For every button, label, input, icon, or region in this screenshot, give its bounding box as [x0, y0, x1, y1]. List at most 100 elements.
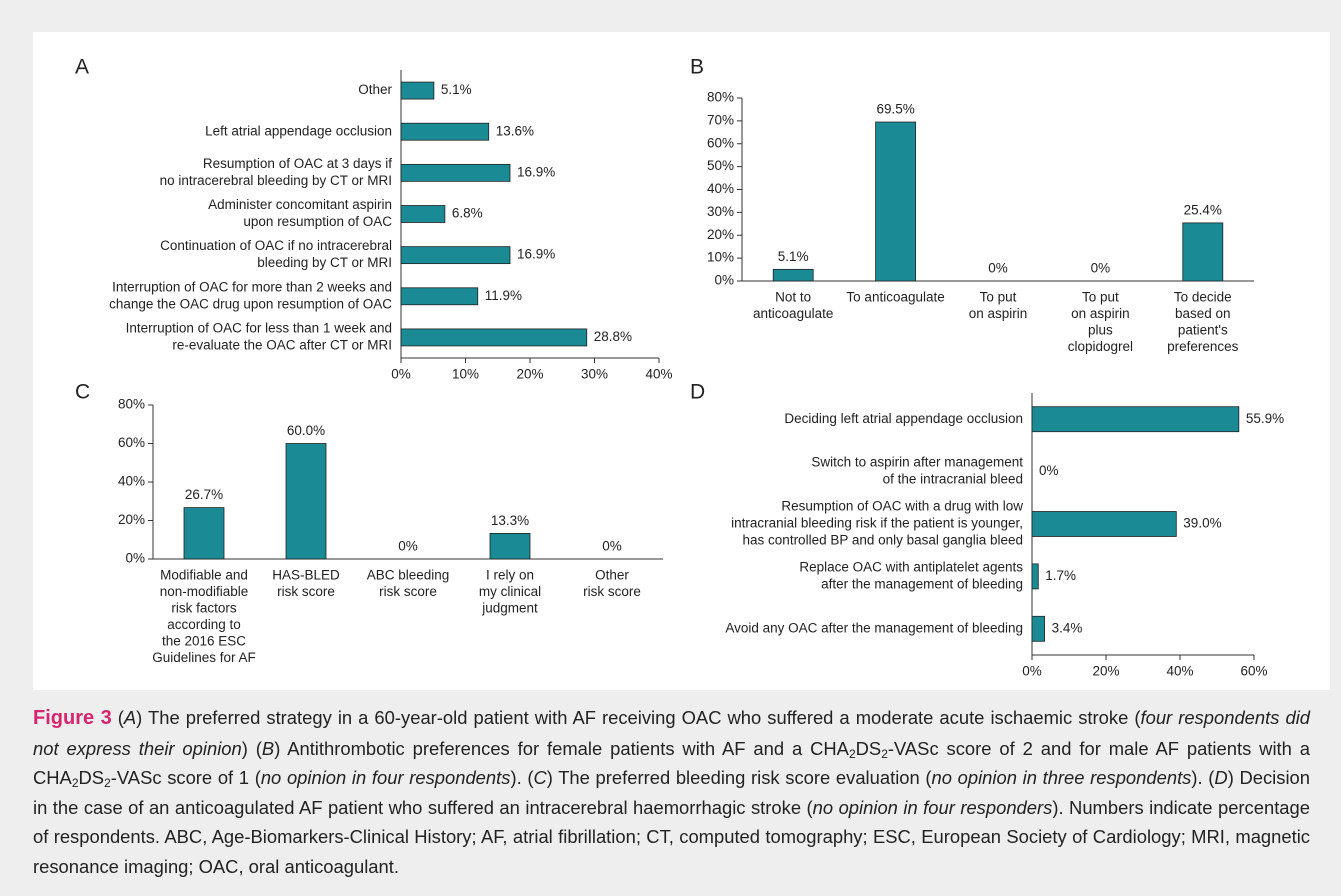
category-label: Interruption of OAC for less than 1 week… [126, 320, 392, 335]
value-label: 25.4% [1184, 202, 1222, 217]
category-label: after the management of bleeding [821, 576, 1023, 591]
category-label: Interruption of OAC for more than 2 week… [112, 279, 392, 294]
value-label: 13.6% [496, 123, 534, 138]
category-label: Resumption of OAC with a drug with low [781, 499, 1023, 514]
bar [400, 246, 511, 265]
category-label: Continuation of OAC if no intracerebral [160, 238, 392, 253]
category-label: risk factors [171, 601, 237, 616]
category-label: Modifiable and [160, 568, 248, 583]
value-label: 6.8% [452, 206, 483, 221]
value-label: 69.5% [876, 102, 914, 117]
category-label: on aspirin [969, 306, 1028, 321]
category-label: preferences [1167, 339, 1239, 354]
category-label: ABC bleeding [367, 568, 450, 583]
caption: Figure 3 (A) The preferred strategy in a… [33, 703, 1310, 881]
category-label: according to [167, 617, 241, 632]
category-label: my clinical [479, 584, 541, 599]
y-tick-label: 60% [707, 135, 734, 150]
category-label: Switch to aspirin after management [811, 455, 1023, 470]
y-tick-label: 40% [707, 181, 734, 196]
bar [285, 443, 327, 560]
category-label: To decide [1174, 290, 1232, 305]
y-tick-label: 20% [707, 227, 734, 242]
category-label: non-modifiable [160, 584, 249, 599]
figure-panel [33, 32, 1330, 690]
bar [772, 268, 814, 282]
category-label: bleeding by CT or MRI [257, 255, 392, 270]
value-label: 0% [988, 261, 1008, 276]
bar [400, 205, 446, 223]
x-tick-label: 20% [1092, 664, 1119, 679]
bar [400, 287, 479, 306]
category-label: Other [358, 82, 392, 97]
y-tick-label: 0% [125, 551, 145, 566]
bar [875, 121, 916, 282]
value-label: 5.1% [441, 82, 472, 97]
caption-text: ). ( [1191, 767, 1215, 788]
value-label: 16.9% [517, 164, 555, 179]
y-tick-label: 80% [707, 90, 734, 105]
caption-text: -VASc score of 1 ( [110, 767, 261, 788]
bar [400, 81, 435, 100]
x-tick-label: 40% [645, 367, 672, 382]
caption-text: no opinion in four responders [812, 796, 1053, 818]
value-label: 0% [1091, 261, 1111, 276]
value-label: 26.7% [185, 487, 223, 502]
x-tick-label: 60% [1240, 664, 1267, 679]
value-label: 1.7% [1045, 568, 1076, 583]
panel: A [75, 56, 89, 79]
x-tick-label: 0% [391, 367, 411, 382]
category-label: Resumption of OAC at 3 days if [203, 156, 392, 171]
caption-text: ( [111, 707, 124, 728]
value-label: 16.9% [517, 247, 555, 262]
bar [1031, 511, 1177, 537]
category-label: re-evaluate the OAC after CT or MRI [172, 337, 392, 352]
category-label: the 2016 ESC [162, 634, 246, 649]
bar [400, 328, 588, 347]
category-label: Not to [775, 290, 811, 305]
caption-text: D [1214, 767, 1228, 788]
category-label: plus [1088, 323, 1113, 338]
category-label: clopidogrel [1068, 339, 1133, 354]
category-label: change the OAC drug upon resumption of O… [109, 296, 392, 311]
value-label: 0% [602, 539, 622, 554]
y-tick-label: 40% [118, 474, 145, 489]
value-label: 28.8% [594, 329, 632, 344]
category-label: based on [1175, 306, 1231, 321]
category-label: I rely on [486, 568, 534, 583]
caption-text: -VASc score of 2 and for male AF patient… [33, 737, 1310, 789]
category-label: To anticoagulate [846, 290, 944, 305]
y-tick-label: 30% [707, 204, 734, 219]
bar [1182, 222, 1224, 282]
category-label: Other [595, 568, 629, 583]
category-label: HAS-BLED [272, 568, 340, 583]
figure: A 0% 10% 20% 30% 40% Other 5.1% Left atrial appe… [33, 32, 1330, 690]
category-label: on aspirin [1071, 306, 1130, 321]
category-label: Administer concomitant aspirin [208, 197, 392, 212]
caption-text: 2 [71, 776, 79, 790]
bar [1031, 615, 1045, 642]
category-label: judgment [481, 601, 538, 616]
category-label: of the intracranial bleed [883, 472, 1023, 487]
category-label: no intracerebral bleeding by CT or MRI [160, 173, 392, 188]
bar [1031, 563, 1039, 590]
caption-text: 2 [881, 746, 888, 761]
caption-text: DS [855, 737, 882, 759]
bar [400, 163, 511, 182]
category-label: intracranial bleeding risk if the patien… [731, 516, 1023, 531]
caption-label: Figure 3 [33, 707, 112, 729]
category-label: anticoagulate [753, 306, 833, 321]
category-label: Guidelines for AF [152, 650, 256, 665]
value-label: 55.9% [1246, 411, 1284, 426]
category-label: Replace OAC with antiplatelet agents [799, 559, 1023, 574]
caption-text: 2 [848, 746, 856, 761]
caption-text: C [533, 767, 547, 788]
category-label: risk score [277, 584, 335, 599]
bar [183, 507, 225, 560]
category-label: Deciding left atrial appendage occlusion [784, 411, 1023, 426]
x-tick-label: 30% [581, 367, 608, 382]
caption-text: four respondents did not express their o… [33, 707, 1311, 759]
panel: C [75, 381, 90, 404]
category-label: has controlled BP and only basal ganglia… [743, 533, 1023, 548]
